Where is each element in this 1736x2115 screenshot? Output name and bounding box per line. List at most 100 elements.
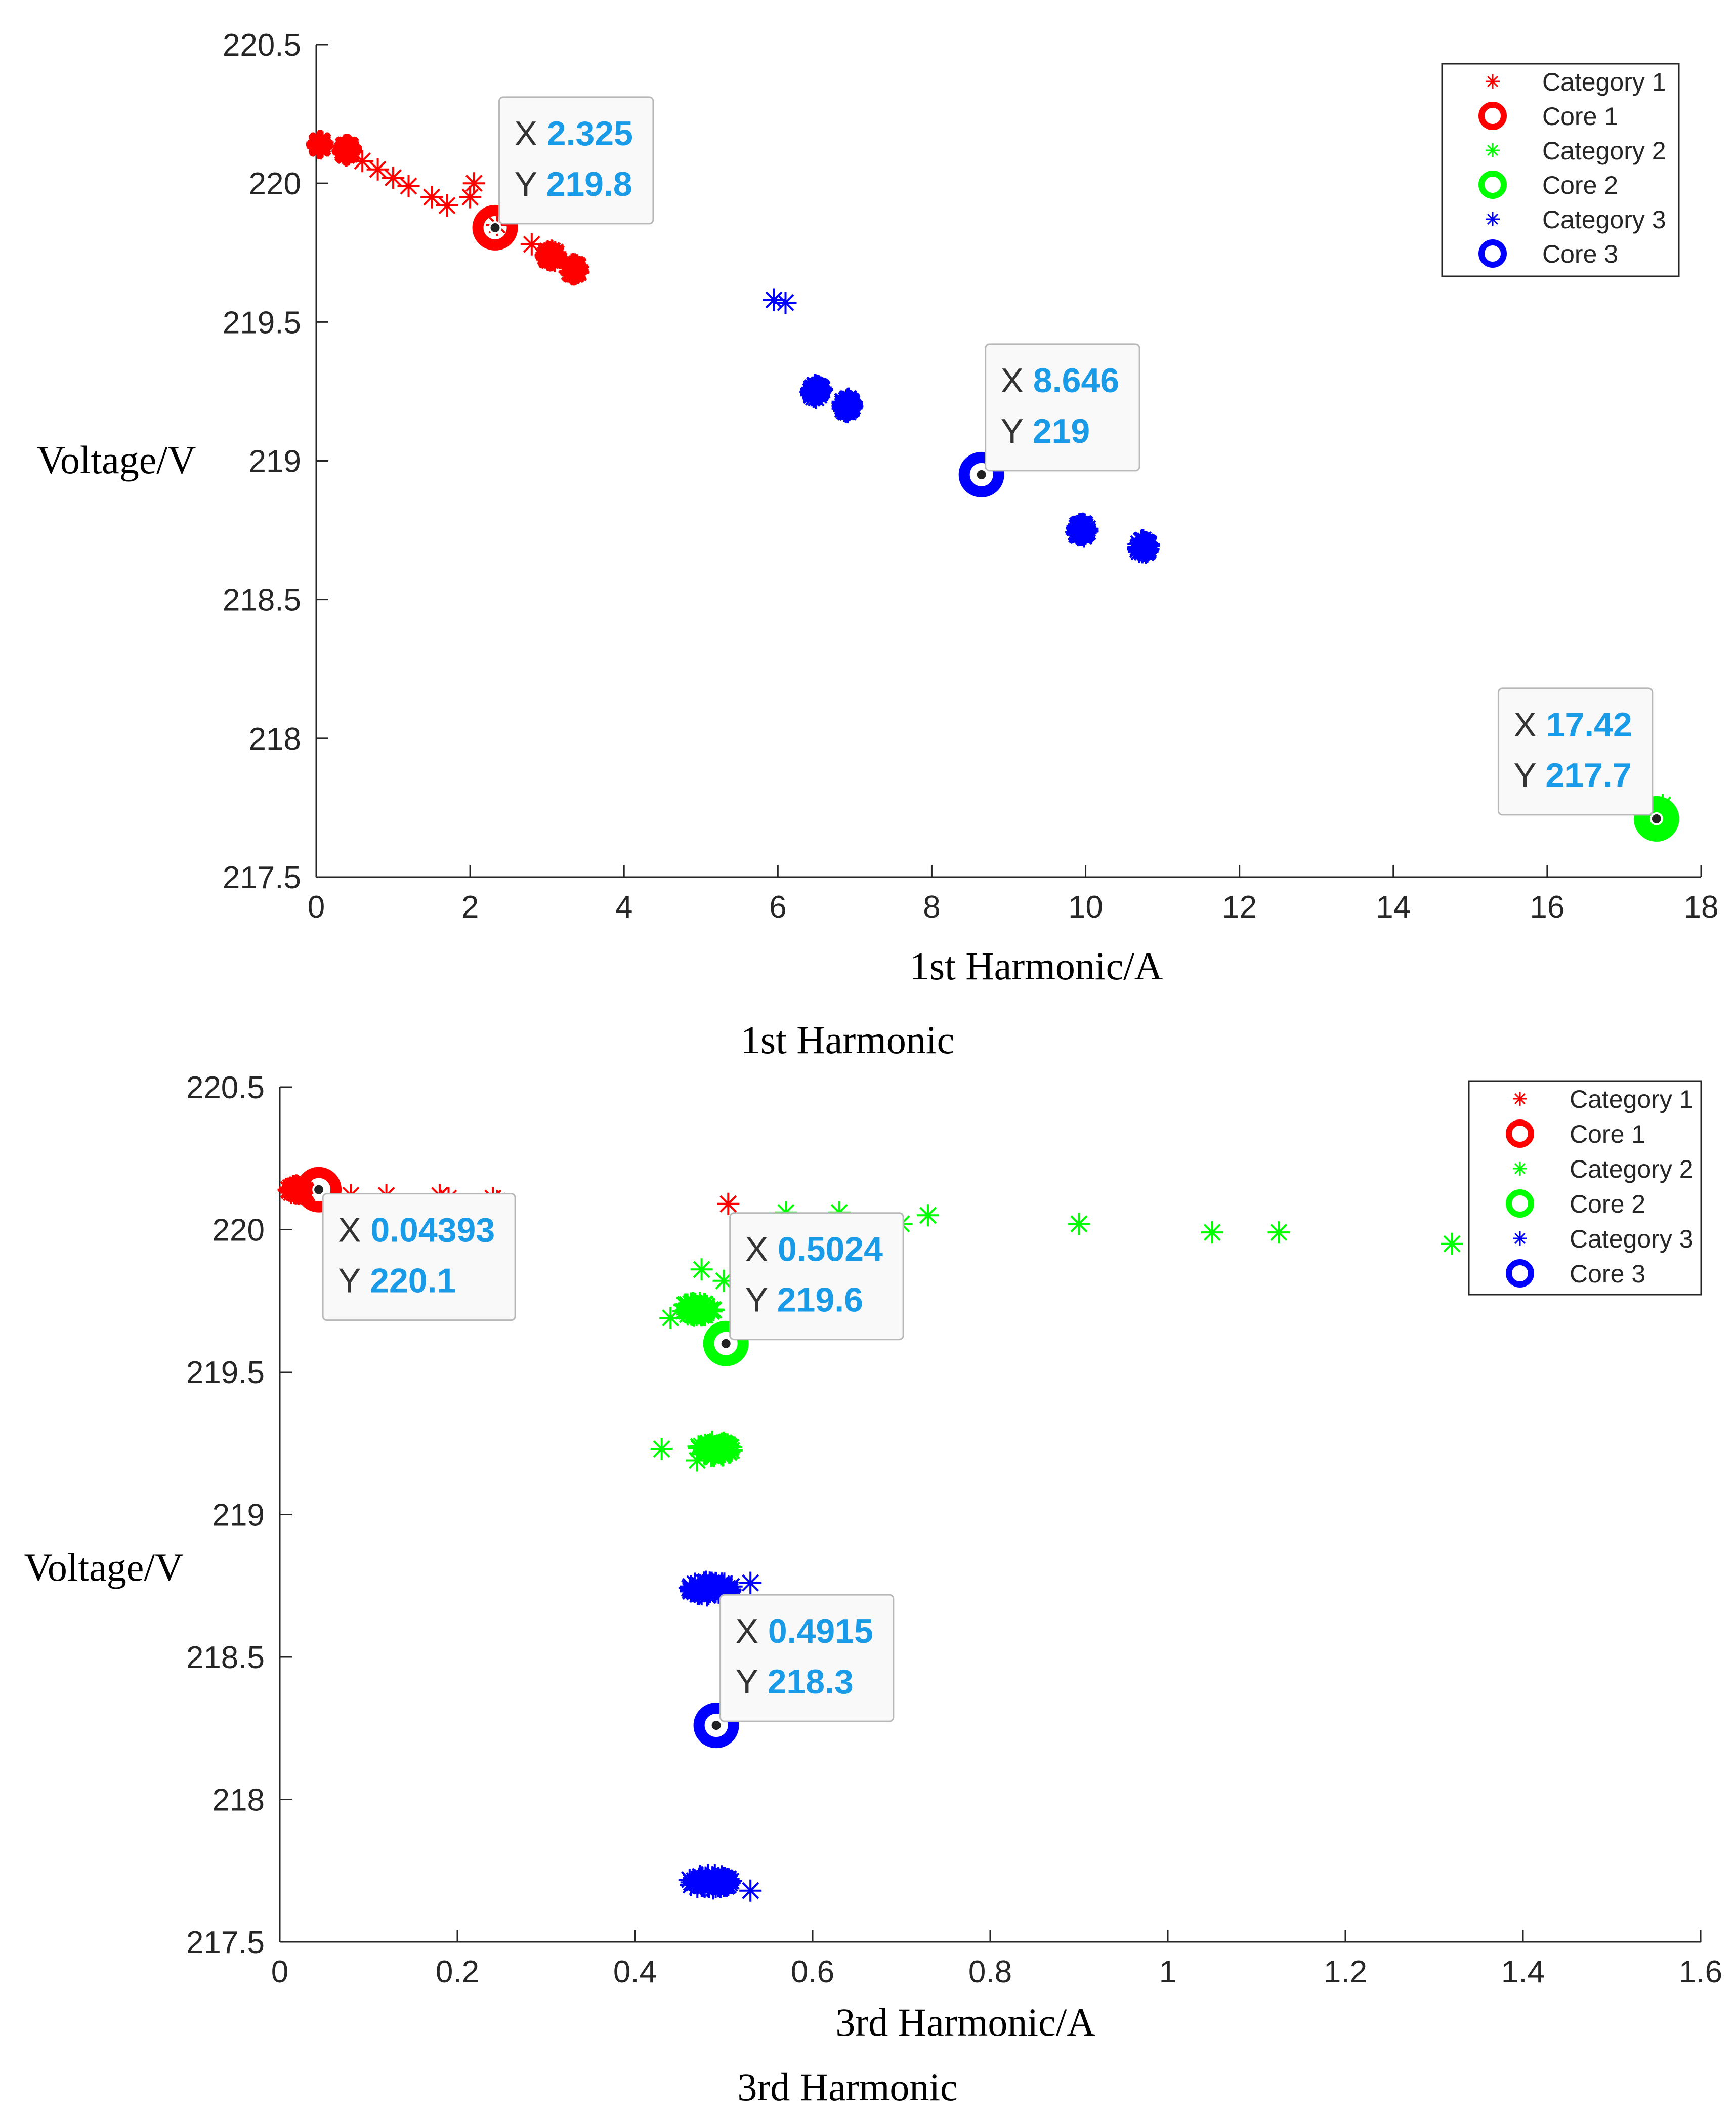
data-point — [713, 1867, 736, 1889]
legend-item: Core 3 — [1506, 1259, 1645, 1288]
data-point — [686, 1296, 708, 1319]
datatip-x-key: X — [736, 1612, 768, 1650]
datatip-y-key: Y — [745, 1281, 777, 1319]
datatip-x-row: X 8.646 — [1001, 361, 1119, 400]
y-tick-label: 217.5 — [223, 860, 301, 895]
data-point — [706, 1871, 729, 1894]
data-point — [1068, 1213, 1090, 1235]
legend-star-icon — [1486, 143, 1500, 157]
datatip: X 0.4915 Y 218.3 — [719, 1594, 895, 1722]
legend-box — [1468, 1080, 1702, 1296]
datatip-x-value: 17.42 — [1546, 706, 1632, 744]
legend-label: Category 3 — [1542, 205, 1666, 234]
datatip-y-value: 220.1 — [370, 1262, 456, 1300]
x-tick-label: 4 — [615, 890, 632, 925]
data-point — [397, 175, 420, 197]
y-tick-label: 220.5 — [223, 28, 301, 63]
datatip-y-row: Y 218.3 — [736, 1663, 854, 1701]
data-point — [1267, 1221, 1290, 1244]
datatip-x-key: X — [1001, 361, 1033, 400]
y-tick-label: 218 — [213, 1783, 265, 1818]
datatip-y-row: Y 220.1 — [338, 1262, 456, 1300]
x-tick-label: 16 — [1530, 890, 1564, 925]
data-point — [716, 1437, 739, 1460]
x-tick-label: 8 — [923, 890, 940, 925]
legend-label: Category 1 — [1542, 68, 1666, 96]
data-point — [1201, 1221, 1223, 1244]
datatip-y-key: Y — [515, 165, 546, 203]
data-point — [704, 1571, 727, 1594]
data-point — [1073, 513, 1096, 536]
data-point — [680, 1580, 702, 1603]
data-point — [917, 1204, 940, 1227]
y-axis-label: Voltage/V — [37, 438, 196, 482]
data-point — [459, 186, 482, 209]
data-point — [678, 1869, 701, 1891]
data-point — [420, 186, 443, 209]
datatip-box — [719, 1594, 895, 1722]
datatip-x-row: X 0.5024 — [745, 1230, 883, 1269]
data-marks — [277, 1167, 1463, 1902]
data-point — [1076, 520, 1098, 543]
datatip-x-row: X 0.04393 — [338, 1211, 495, 1250]
y-tick-label: 220.5 — [186, 1070, 265, 1105]
core-marker — [703, 1320, 749, 1366]
datatip-x-key: X — [338, 1211, 370, 1250]
datatip-x-value: 0.4915 — [768, 1612, 873, 1650]
data-point — [1067, 516, 1090, 539]
data-point — [332, 139, 355, 161]
datatip-x-value: 0.5024 — [778, 1230, 883, 1269]
data-point — [717, 1192, 740, 1215]
legend-ring-icon — [1506, 1259, 1534, 1288]
datatip-dot — [977, 470, 986, 479]
x-tick-label: 0.4 — [613, 1955, 657, 1989]
axes: 0 2 4 6 8 10 12 14 16 18 217.5 218 218.5 219 219.5 220 2… — [223, 28, 1719, 925]
data-point — [702, 1299, 725, 1321]
core-marker — [296, 1167, 342, 1213]
datatip-y-value: 219.6 — [777, 1281, 863, 1319]
legend-ring-icon — [1478, 171, 1507, 199]
datatip-box — [729, 1212, 904, 1341]
x-tick-label: 0 — [308, 890, 325, 925]
x-tick-label: 0.8 — [968, 1955, 1012, 1989]
legend-label: Core 3 — [1570, 1260, 1645, 1288]
data-point — [436, 194, 458, 217]
datatip-x-row: X 2.325 — [515, 114, 633, 153]
x-tick-label: 6 — [769, 890, 786, 925]
x-tick-label: 1.6 — [1679, 1955, 1722, 1989]
legend-item: Core 2 — [1506, 1189, 1645, 1218]
chart-caption: 3rd Harmonic — [737, 2065, 957, 2109]
data-point — [763, 288, 785, 311]
datatip-box — [498, 96, 654, 225]
data-point — [659, 1307, 682, 1329]
data-point — [701, 1444, 724, 1467]
datatip-dot — [1652, 814, 1661, 823]
datatip-y-row: Y 219 — [1001, 412, 1090, 450]
x-tick-label: 0.2 — [436, 1955, 479, 1989]
data-point — [691, 1875, 714, 1897]
chart-caption: 1st Harmonic — [741, 1018, 954, 1062]
datatip-x-value: 0.04393 — [370, 1211, 495, 1250]
datatip-y-value: 218.3 — [768, 1663, 854, 1701]
data-point — [690, 1258, 713, 1281]
data-point — [706, 1577, 729, 1600]
legend-label: Core 1 — [1542, 102, 1618, 131]
data-point — [712, 1269, 735, 1292]
axes: 0 0.2 0.4 0.6 0.8 1 1.2 1.4 1.6 217.5 218 218.5 219 2… — [186, 1070, 1722, 1989]
y-tick-label: 218.5 — [186, 1640, 265, 1675]
data-point — [277, 1178, 300, 1201]
x-tick-label: 0 — [271, 1955, 288, 1989]
legend-label: Core 2 — [1542, 171, 1618, 199]
legend[interactable]: Category 1 Core 1 Category 2 Core 2 Category… — [1468, 1080, 1702, 1296]
y-tick-label: 220 — [213, 1213, 265, 1248]
x-tick-label: 12 — [1222, 890, 1257, 925]
legend[interactable]: Category 1 Core 1 Category 2 Core 2 Category… — [1441, 63, 1680, 277]
series-category-1 — [306, 130, 590, 286]
legend-ring-icon — [1478, 239, 1507, 268]
datatip: X 0.04393 Y 220.1 — [322, 1193, 516, 1321]
datatip-y-key: Y — [1513, 756, 1545, 795]
x-tick-label: 1 — [1159, 1955, 1176, 1989]
data-point — [520, 233, 543, 256]
data-point — [774, 292, 797, 314]
data-point — [840, 397, 863, 420]
